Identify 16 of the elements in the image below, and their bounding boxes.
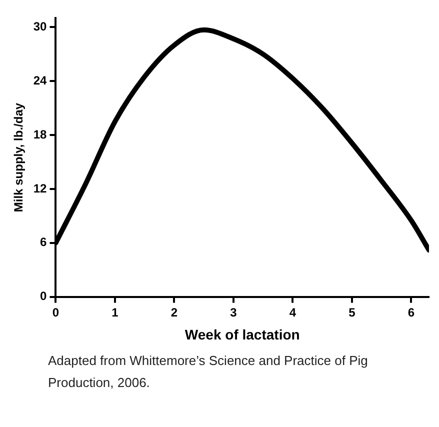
text: Adapted from Whittemore’s Science and Practice of Pig Production, 2006. xyxy=(48,352,369,392)
x-tick-label: 4 xyxy=(289,305,296,320)
x-tick-label: 0 xyxy=(52,305,60,320)
x-tick-label: 3 xyxy=(230,305,238,320)
y-tick-label: 0 xyxy=(40,289,48,304)
y-tick-label: 18 xyxy=(33,127,48,142)
y-tick-label: 12 xyxy=(33,181,48,196)
x-tick-label: 6 xyxy=(408,305,415,320)
y-tick-label: 30 xyxy=(33,20,48,34)
y-axis-title: Milk supply, lb./day xyxy=(12,102,26,212)
y-tick-label: 6 xyxy=(40,235,48,250)
x-tick-label: 1 xyxy=(112,305,119,320)
y-tick-label: 24 xyxy=(33,73,48,88)
x-axis-title: Week of lactation xyxy=(184,326,300,342)
x-tick-label: 2 xyxy=(170,305,178,320)
x-tick-label: 5 xyxy=(348,305,356,320)
